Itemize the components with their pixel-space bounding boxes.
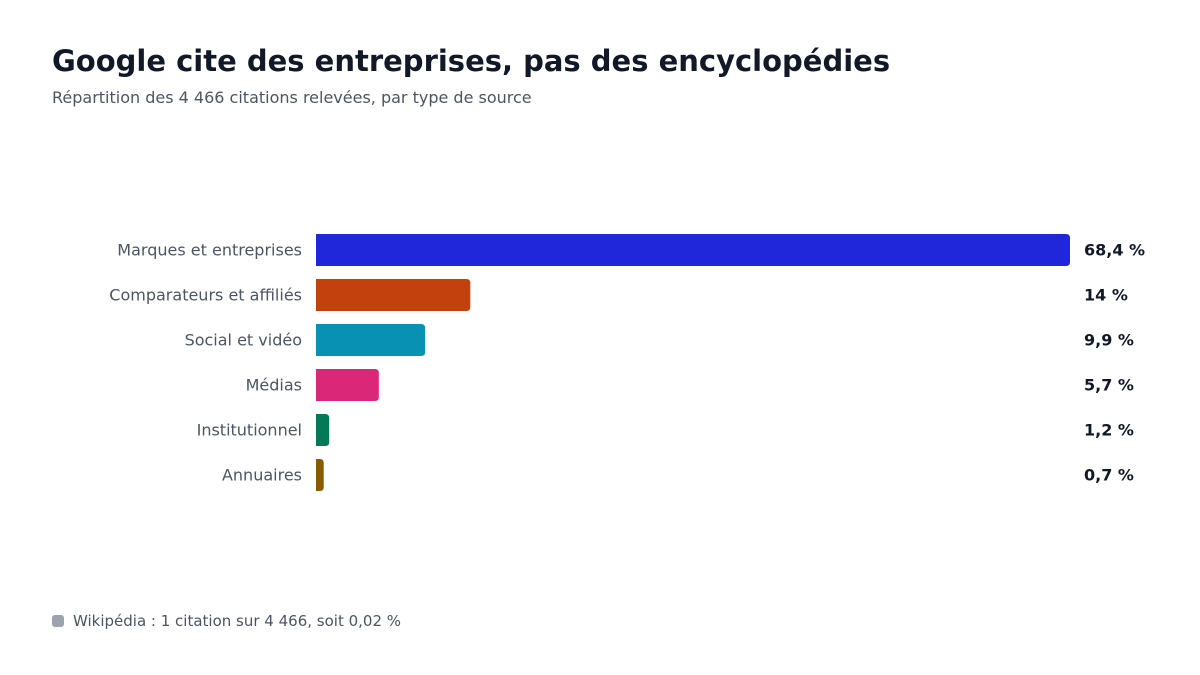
bar-0	[316, 234, 1070, 266]
category-label: Institutionnel	[197, 421, 302, 440]
value-label: 68,4 %	[1084, 241, 1145, 260]
value-label: 1,2 %	[1084, 421, 1134, 440]
category-label: Annuaires	[222, 466, 302, 485]
footnote-text: Wikipédia : 1 citation sur 4 466, soit 0…	[73, 612, 402, 630]
bar-2	[316, 324, 426, 356]
category-label: Médias	[246, 376, 302, 395]
value-label: 0,7 %	[1084, 466, 1134, 485]
bar-4	[316, 414, 330, 446]
category-label: Social et vidéo	[185, 331, 302, 350]
bar-5	[316, 459, 324, 491]
footnote-swatch	[52, 615, 64, 627]
value-label: 5,7 %	[1084, 376, 1134, 395]
chart-title: Google cite des entreprises, pas des enc…	[52, 44, 891, 78]
bar-3	[316, 369, 379, 401]
footnote: Wikipédia : 1 citation sur 4 466, soit 0…	[52, 612, 401, 630]
category-label: Marques et entreprises	[117, 241, 302, 260]
chart-subtitle: Répartition des 4 466 citations relevées…	[52, 88, 532, 107]
value-label: 14 %	[1084, 286, 1128, 305]
bar-1	[316, 279, 471, 311]
category-label: Comparateurs et affiliés	[109, 286, 302, 305]
value-label: 9,9 %	[1084, 331, 1134, 350]
